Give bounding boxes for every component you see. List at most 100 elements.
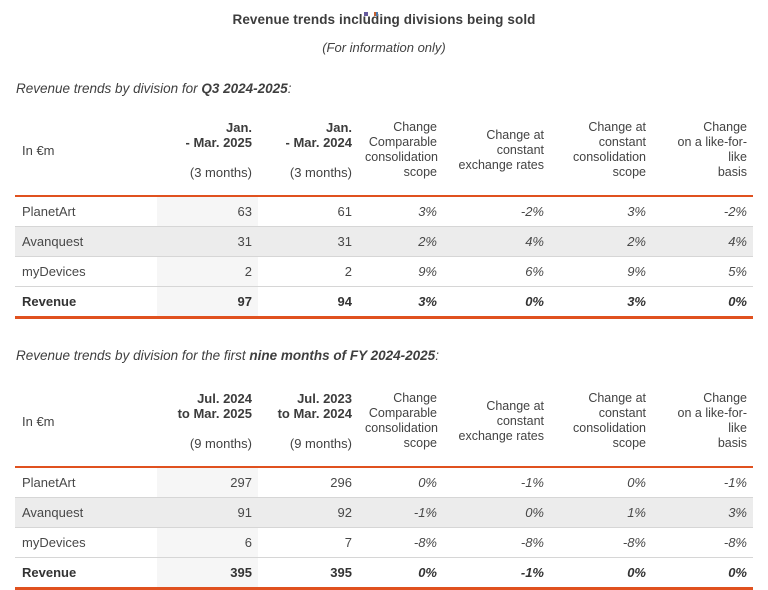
division-name-cell: Revenue (15, 557, 157, 590)
value-cell: 395 (258, 557, 358, 590)
period-label: Jul. 2024 to Mar. 2025 (177, 391, 252, 421)
division-name-cell: PlanetArt (22, 204, 76, 219)
page-title: Revenue trends including divisions being… (232, 12, 536, 27)
change-cell: 4% (652, 226, 753, 257)
change-cell: 2% (358, 226, 443, 257)
col-header-change-constant-scope: Change at constant consolidation scope (550, 376, 652, 468)
division-name-cell: myDevices (15, 527, 157, 558)
value-cell: 92 (258, 497, 358, 528)
value-cell: 395 (157, 557, 258, 590)
change-cell: 2% (550, 226, 652, 257)
change-cell: 3% (627, 204, 646, 219)
change-cell: -8% (358, 527, 443, 558)
change-cell: -1% (723, 475, 747, 490)
value-cell: 61 (337, 204, 352, 219)
change-cell: 3% (418, 204, 437, 219)
table-row-avanquest: Avanquest 91 92 -1% 0% 1% 3% (15, 497, 753, 528)
value-cell: 297 (157, 467, 258, 498)
division-name-cell: PlanetArt (22, 475, 76, 490)
change-cell: -8% (652, 527, 753, 558)
table-row-revenue-total: Revenue 97 94 3% 0% 3% 0% (15, 286, 753, 319)
value-cell: 6 (157, 527, 258, 558)
change-cell: -8% (550, 527, 652, 558)
unit-header-cell: In €m (15, 105, 157, 197)
period-note: (9 months) (189, 436, 252, 451)
col-header-change-like-for-like: Change on a like-for-like basis (652, 105, 753, 197)
change-cell: 0% (550, 557, 652, 590)
change-cell: -1% (443, 557, 550, 590)
header-row: In €m Jul. 2024 to Mar. 2025 (9 months) … (15, 376, 753, 468)
clipped-page-header-text (364, 12, 378, 16)
change-cell: 9% (358, 256, 443, 287)
value-cell: 2 (258, 256, 358, 287)
division-name-cell: Revenue (15, 286, 157, 319)
change-cell: 3% (652, 497, 753, 528)
value-cell: 7 (258, 527, 358, 558)
value-cell: 31 (157, 226, 258, 257)
clipped-glyph (376, 12, 378, 16)
table-row-revenue-total: Revenue 395 395 0% -1% 0% 0% (15, 557, 753, 590)
change-cell: 0% (652, 557, 753, 590)
value-cell: 31 (258, 226, 358, 257)
change-cell: 9% (550, 256, 652, 287)
col-header-change-comparable-scope: Change Comparable consolidation scope (358, 376, 443, 468)
col-header-prior-period: Jul. 2023 to Mar. 2024 (9 months) (258, 376, 358, 468)
change-cell: 0% (418, 475, 437, 490)
table-body: PlanetArt 63 61 3% -2% 3% -2% Avanquest … (15, 196, 753, 319)
change-cell: 3% (358, 286, 443, 319)
value-cell: 94 (258, 286, 358, 319)
change-cell: 0% (627, 475, 646, 490)
table-row-mydevices: myDevices 6 7 -8% -8% -8% -8% (15, 527, 753, 558)
col-header-change-constant-fx: Change at constant exchange rates (443, 105, 550, 197)
table-row-planetart: PlanetArt 63 61 3% -2% 3% -2% (15, 196, 753, 227)
col-header-change-comparable-scope: Change Comparable consolidation scope (358, 105, 443, 197)
document-page: Revenue trends including divisions being… (0, 12, 768, 590)
division-name-cell: myDevices (15, 256, 157, 287)
col-header-current-period: Jul. 2024 to Mar. 2025 (9 months) (157, 376, 258, 468)
table-header: In €m Jul. 2024 to Mar. 2025 (9 months) … (15, 376, 753, 468)
table-row-mydevices: myDevices 2 2 9% 6% 9% 5% (15, 256, 753, 287)
heading-text: : (287, 81, 292, 96)
period-note: (9 months) (289, 436, 352, 451)
table-row-avanquest: Avanquest 31 31 2% 4% 2% 4% (15, 226, 753, 257)
value-cell: 91 (157, 497, 258, 528)
heading-bold-text: Q3 2024-2025 (201, 81, 288, 96)
value-cell: 2 (157, 256, 258, 287)
value-cell: 97 (157, 286, 258, 319)
period-label: Jan. - Mar. 2025 (185, 120, 253, 150)
period-label: Jul. 2023 to Mar. 2024 (277, 391, 352, 421)
change-cell: -8% (443, 527, 550, 558)
col-header-change-constant-fx: Change at constant exchange rates (443, 376, 550, 468)
col-header-current-period: Jan. - Mar. 2025 (3 months) (157, 105, 258, 197)
division-name-cell: Avanquest (15, 497, 157, 528)
table-row-planetart: PlanetArt 297 296 0% -1% 0% -1% (15, 467, 753, 498)
revenue-table-9m: In €m Jul. 2024 to Mar. 2025 (9 months) … (15, 376, 753, 590)
header-row: In €m Jan. - Mar. 2025 (3 months) Jan. -… (15, 105, 753, 197)
page-subtitle: (For information only) (322, 40, 446, 55)
change-cell: 0% (443, 286, 550, 319)
heading-bold-text: nine months of FY 2024-2025 (249, 348, 436, 363)
change-cell: 0% (358, 557, 443, 590)
clipped-glyph (364, 12, 368, 16)
change-cell: 0% (652, 286, 753, 319)
period-note: (3 months) (289, 165, 352, 180)
change-cell: 5% (652, 256, 753, 287)
change-cell: 3% (550, 286, 652, 319)
col-header-change-like-for-like: Change on a like-for-like basis (652, 376, 753, 468)
change-cell: 1% (550, 497, 652, 528)
heading-text: Revenue trends by division for (16, 81, 202, 96)
section-heading-q3: Revenue trends by division for Q3 2024-2… (16, 81, 768, 96)
value-cell: 63 (157, 196, 258, 227)
revenue-table-q3: In €m Jan. - Mar. 2025 (3 months) Jan. -… (15, 105, 753, 319)
table-body: PlanetArt 297 296 0% -1% 0% -1% Avanques… (15, 467, 753, 590)
heading-text: : (435, 348, 439, 363)
change-cell: -1% (358, 497, 443, 528)
change-cell: 4% (443, 226, 550, 257)
clipped-glyph (374, 12, 376, 16)
period-note: (3 months) (189, 165, 252, 180)
section-heading-9m: Revenue trends by division for the first… (16, 348, 768, 363)
table-header: In €m Jan. - Mar. 2025 (3 months) Jan. -… (15, 105, 753, 197)
col-header-prior-period: Jan. - Mar. 2024 (3 months) (258, 105, 358, 197)
change-cell: -2% (723, 204, 747, 219)
change-cell: 6% (443, 256, 550, 287)
